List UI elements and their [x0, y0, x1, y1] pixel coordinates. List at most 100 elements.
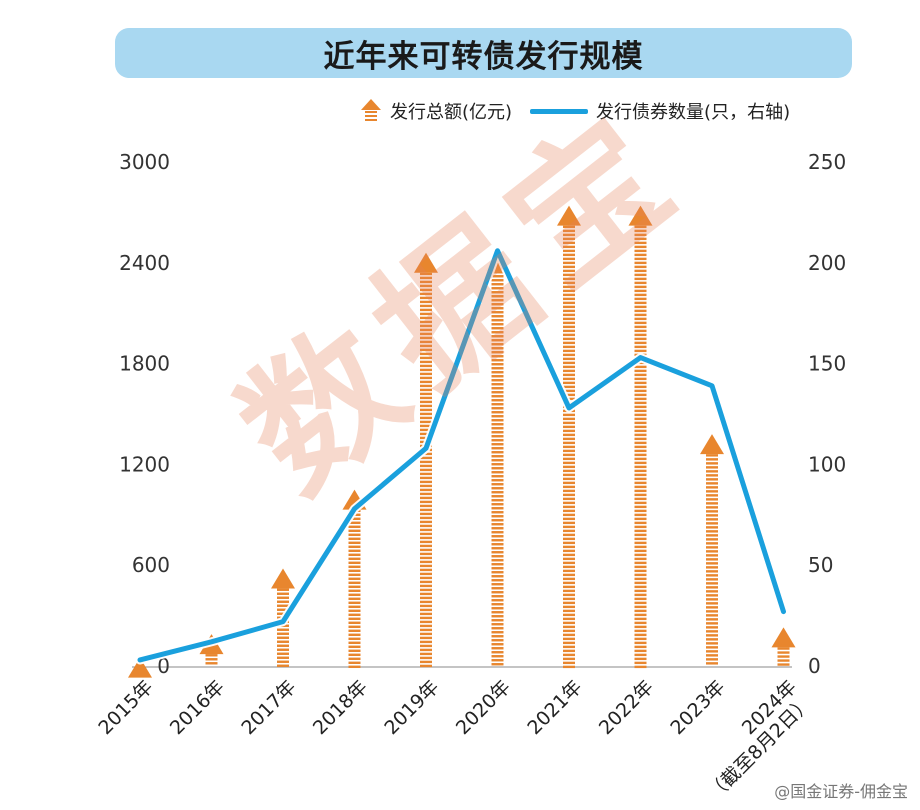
bar-stripe [634, 385, 647, 389]
line-series-halo [135, 246, 788, 665]
bar-stripe [348, 637, 361, 640]
bar-stripe [706, 518, 718, 521]
bar-stripe [491, 511, 504, 514]
bar-stripe [563, 473, 575, 477]
bar-stripe [348, 525, 361, 528]
bar-stripe [491, 447, 504, 450]
legend-line-swatch [530, 108, 589, 114]
bar-stripe [348, 537, 361, 540]
bar-stripe [420, 432, 432, 436]
bar-stripe [706, 586, 718, 589]
bar-stripe [348, 541, 361, 544]
bar-stripe [491, 431, 504, 434]
bar-stripe [348, 657, 361, 660]
bar-stripe [420, 504, 432, 508]
bar-stripe [563, 457, 575, 461]
bar-stripe [277, 592, 289, 595]
bar-stripe [634, 453, 647, 457]
bar-stripe [420, 304, 432, 308]
bar-stripe [706, 458, 718, 461]
bar-stripe [563, 317, 575, 321]
bar-stripe [706, 502, 718, 505]
bar-stripe [491, 399, 504, 402]
bar-stripe [491, 467, 504, 470]
bar-stripe [205, 654, 218, 657]
bar-stripe [277, 664, 289, 667]
bar-stripe [420, 324, 432, 328]
bar-stripe [563, 469, 575, 473]
bar-stripe [634, 541, 647, 545]
bar-stripe [420, 604, 432, 608]
bar-stripe [563, 649, 575, 653]
y-left-tick-label: 3000 [119, 150, 170, 174]
bar-stripe [634, 297, 647, 301]
bar-stripe [420, 364, 432, 368]
bar-stripe [348, 557, 361, 560]
bar-stripe [634, 245, 647, 249]
bar-stripe [491, 483, 504, 486]
bar-stripe [420, 376, 432, 380]
bar-stripe [634, 481, 647, 485]
bar-stripe [420, 652, 432, 656]
bar-stripe [634, 433, 647, 437]
bar-stripe [563, 373, 575, 377]
bar-stripe [706, 598, 718, 601]
bar-stripe [634, 317, 647, 321]
bar-stripe [563, 269, 575, 273]
bar-stripe [491, 551, 504, 554]
bar-stripe [634, 229, 647, 233]
bar-stripe [563, 345, 575, 349]
bar-stripe [563, 281, 575, 285]
title-bar: 近年来可转债发行规模 [115, 28, 852, 78]
bar-stripe [563, 417, 575, 421]
bar-stripe [634, 525, 647, 529]
bar-stripe [491, 339, 504, 342]
bar-stripe [634, 493, 647, 497]
x-tick-label: 2023年 [666, 676, 729, 739]
bar-stripe [563, 249, 575, 253]
bar-stripe [491, 635, 504, 638]
bar-stripe [420, 392, 432, 396]
bar-stripe [491, 619, 504, 622]
bar-stripe [420, 628, 432, 632]
bar-stripe [348, 605, 361, 608]
bar-stripe [277, 644, 289, 647]
bar-stripe [420, 348, 432, 352]
bar-stripe [277, 656, 289, 659]
bar-stripe [706, 574, 718, 577]
bar-stripe [706, 462, 718, 465]
bar-arrowhead [628, 205, 653, 226]
bar-stripe [563, 477, 575, 481]
bar-stripe [420, 572, 432, 576]
bar-arrowhead [771, 627, 796, 648]
bar-stripe [706, 478, 718, 481]
bar-stripe [491, 535, 504, 538]
bar-stripe [634, 273, 647, 277]
bar-stripe [491, 415, 504, 418]
bar-stripe [491, 359, 504, 362]
bar-stripe [634, 545, 647, 549]
bar-arrowhead [128, 657, 152, 678]
bar-stripe [420, 636, 432, 640]
bar-stripe [563, 573, 575, 577]
bar-stripe [706, 610, 718, 613]
bar-stripe [420, 648, 432, 652]
bar-stripe [491, 283, 504, 286]
bar-stripe [420, 280, 432, 284]
bar-stripe [634, 553, 647, 557]
bar-stripe [491, 499, 504, 502]
bar-stripe [563, 393, 575, 397]
bar-stripe [634, 477, 647, 481]
bar-stripe [563, 485, 575, 489]
bar-stripe [348, 577, 361, 580]
bar-stripe [634, 437, 647, 441]
bar-stripe [634, 469, 647, 473]
bar-stripe [634, 533, 647, 537]
bar-stripe [348, 545, 361, 548]
bar-stripe [563, 425, 575, 429]
bar-stripe [706, 646, 718, 649]
bar-stripe [491, 383, 504, 386]
bar-stripe [634, 501, 647, 505]
bar-stripe [491, 631, 504, 634]
source-credit: @国金证券-佣金宝 [774, 782, 908, 801]
